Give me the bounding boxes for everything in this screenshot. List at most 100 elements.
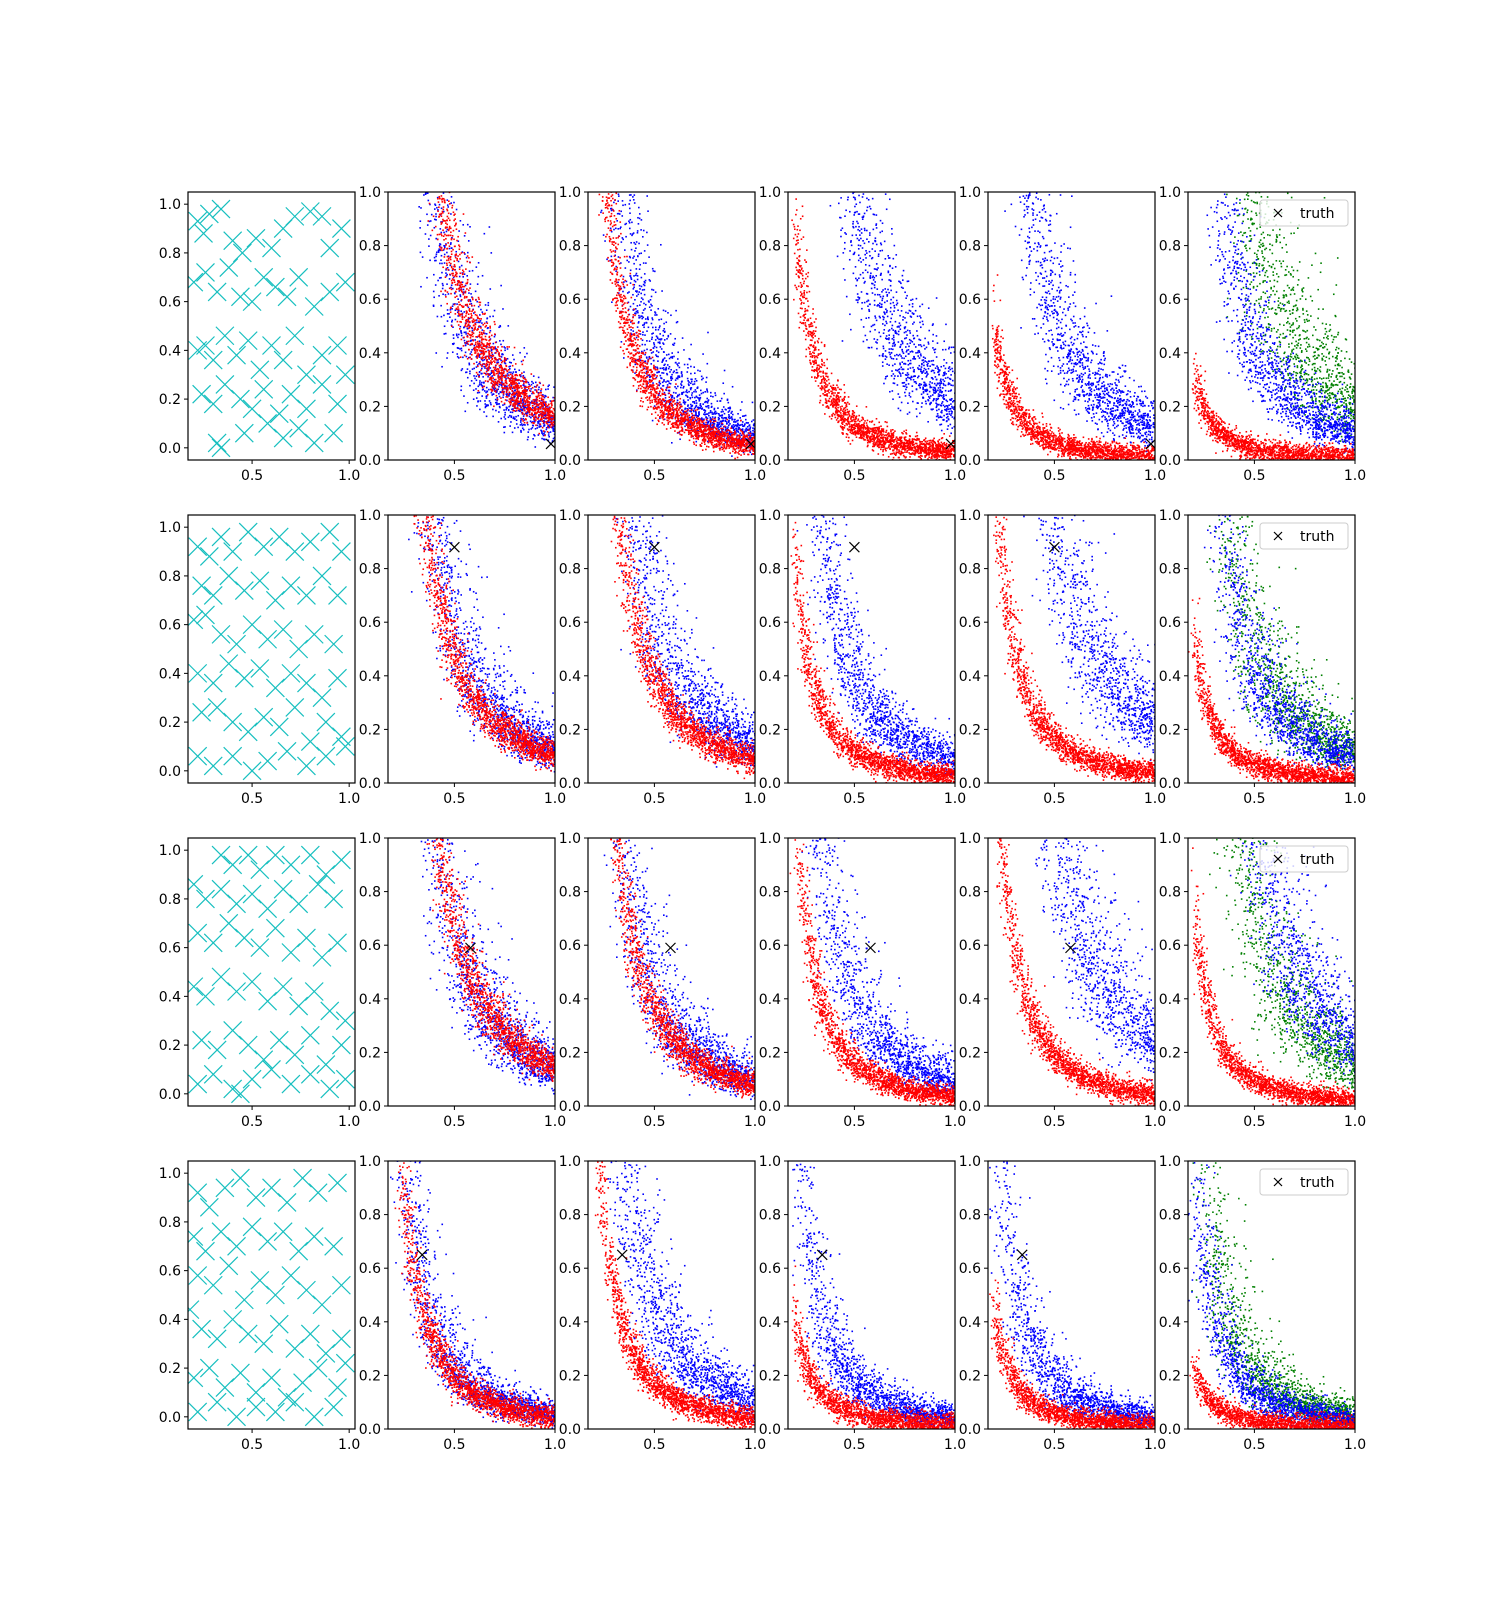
sample-point-blue	[752, 427, 754, 429]
sample-point-red	[547, 405, 549, 407]
sample-point-blue	[718, 419, 720, 421]
sample-point-blue	[710, 395, 712, 397]
sample-point-red	[617, 292, 619, 294]
sample-point-red	[488, 374, 490, 376]
sample-point-blue	[532, 438, 534, 440]
sample-point-red	[462, 306, 464, 308]
sample-point-blue	[683, 399, 685, 401]
sample-point-red	[520, 410, 522, 412]
sample-point-red	[693, 415, 695, 417]
sample-point-red	[541, 419, 543, 421]
sample-point-blue	[460, 326, 462, 328]
sample-point-red	[467, 279, 469, 281]
sample-point-blue	[645, 304, 647, 306]
sample-point-blue	[628, 261, 630, 263]
sample-point-red	[478, 298, 480, 300]
sample-point-blue	[648, 327, 650, 329]
sample-point-red	[446, 263, 448, 265]
sample-point-blue	[513, 416, 515, 418]
sample-point-red	[532, 405, 534, 407]
sample-point-blue	[725, 409, 727, 411]
sample-point-red	[513, 392, 515, 394]
sample-point-red	[619, 296, 621, 298]
sample-point-blue	[644, 273, 646, 275]
sample-point-blue	[635, 247, 637, 249]
sample-point-red	[544, 435, 546, 437]
sample-point-red	[537, 411, 539, 413]
sample-point-red	[614, 281, 616, 283]
sample-point-blue	[634, 250, 636, 252]
sample-point-red	[643, 379, 645, 381]
sample-point-blue	[690, 404, 692, 406]
sample-point-red	[748, 454, 750, 456]
sample-point-blue	[440, 228, 442, 230]
sample-point-red	[614, 259, 616, 261]
sample-point-blue	[675, 379, 677, 381]
sample-point-red	[515, 363, 517, 365]
sample-point-red	[503, 384, 505, 386]
sample-point-red	[484, 348, 486, 350]
sample-point-blue	[540, 430, 542, 432]
sample-point-blue	[491, 394, 493, 396]
sample-point-blue	[639, 253, 641, 255]
sample-point-red	[539, 411, 541, 413]
sample-point-blue	[717, 407, 719, 409]
sample-point-blue	[426, 213, 428, 215]
sample-point-red	[524, 422, 526, 424]
sample-point-blue	[510, 421, 512, 423]
sample-point-red	[616, 248, 618, 250]
sample-point-red	[548, 404, 550, 406]
sample-point-red	[604, 218, 606, 220]
sample-point-blue	[662, 385, 664, 387]
sample-point-red	[454, 266, 456, 268]
sample-point-red	[622, 278, 624, 280]
sample-point-blue	[668, 381, 670, 383]
sample-point-blue	[701, 418, 703, 420]
sample-point-red	[512, 390, 514, 392]
sample-point-blue	[721, 414, 723, 416]
sample-point-blue	[447, 320, 449, 322]
sample-point-blue	[670, 379, 672, 381]
sample-point-blue	[640, 301, 642, 303]
sample-point-blue	[530, 417, 532, 419]
sample-point-blue	[633, 275, 635, 277]
sample-point-blue	[444, 262, 446, 264]
sample-point-red	[446, 264, 448, 266]
sample-point-red	[448, 258, 450, 260]
sample-point-red	[668, 392, 670, 394]
sample-point-blue	[653, 347, 655, 349]
sample-point-red	[435, 226, 437, 228]
sample-point-red	[611, 251, 613, 253]
sample-point-blue	[743, 415, 745, 417]
sample-point-blue	[704, 391, 706, 393]
sample-point-blue	[663, 343, 665, 345]
sample-point-blue	[544, 439, 546, 441]
sample-point-blue	[438, 251, 440, 253]
sample-point-blue	[482, 376, 484, 378]
sample-point-blue	[728, 402, 730, 404]
sample-point-blue	[678, 362, 680, 364]
sample-point-red	[742, 433, 744, 435]
sample-point-red	[516, 410, 518, 412]
sample-point-blue	[473, 398, 475, 400]
sample-point-blue	[722, 420, 724, 422]
sample-point-red	[523, 400, 525, 402]
sample-point-blue	[439, 277, 441, 279]
sample-point-blue	[481, 322, 483, 324]
sample-point-blue	[642, 334, 644, 336]
sample-point-red	[525, 394, 527, 396]
sample-point-red	[655, 378, 657, 380]
sample-point-red	[486, 347, 488, 349]
sample-point-red	[504, 385, 506, 387]
sample-point-red	[613, 244, 615, 246]
sample-point-red	[465, 342, 467, 344]
sample-point-red	[640, 355, 642, 357]
sample-point-blue	[654, 311, 656, 313]
sample-point-red	[631, 359, 633, 361]
sample-point-blue	[633, 263, 635, 265]
sample-point-red	[463, 337, 465, 339]
sample-point-blue	[508, 410, 510, 412]
sample-point-red	[620, 323, 622, 325]
sample-point-blue	[639, 218, 641, 220]
sample-point-red	[512, 399, 514, 401]
